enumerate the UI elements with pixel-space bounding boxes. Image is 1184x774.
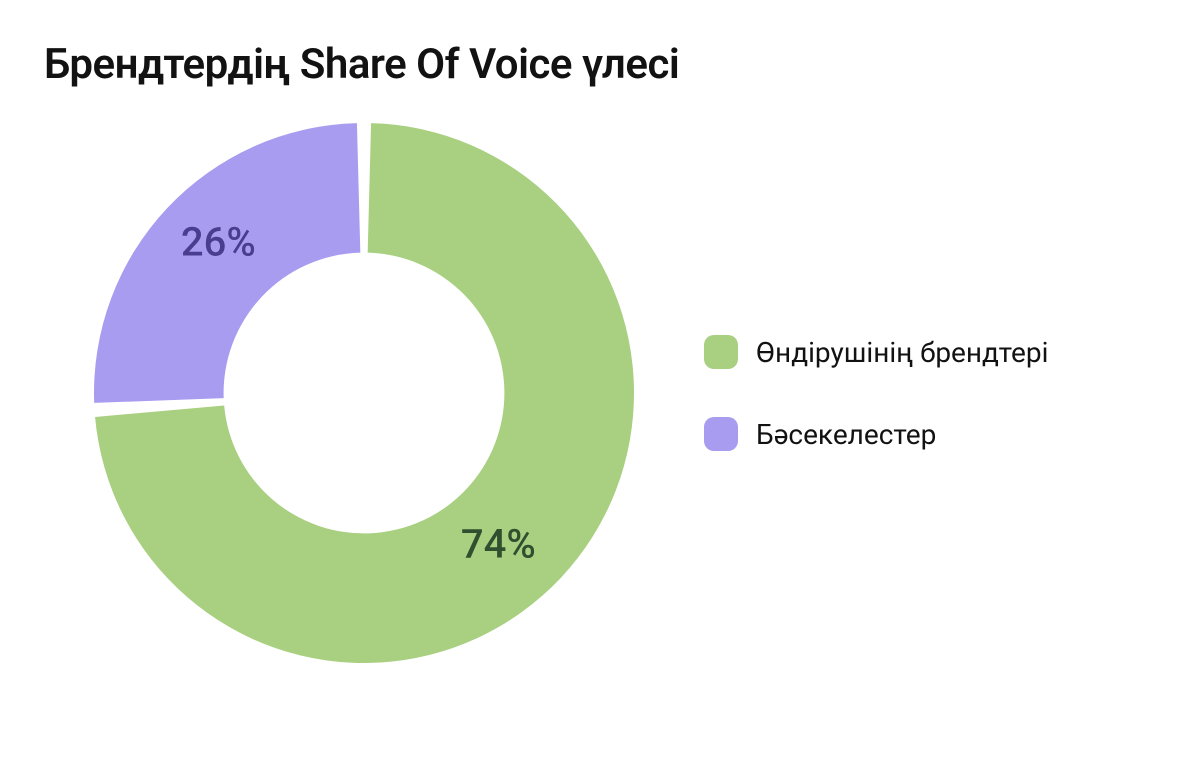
pct-label-manufacturer: 74% <box>461 521 536 568</box>
donut-svg <box>84 113 644 673</box>
pct-label-competitors: 26% <box>181 218 256 265</box>
chart-title: Брендтердің Share Of Voice үлесі <box>44 40 1140 89</box>
legend-label-manufacturer: Өндірушінің брендтері <box>756 336 1048 369</box>
chart-row: 74% 26% Өндірушінің брендтері Бәсекелестер <box>44 113 1140 673</box>
legend-item-competitors: Бәсекелестер <box>704 417 1048 451</box>
legend-swatch-manufacturer <box>704 335 738 369</box>
legend: Өндірушінің брендтері Бәсекелестер <box>704 335 1048 451</box>
legend-swatch-competitors <box>704 417 738 451</box>
legend-label-competitors: Бәсекелестер <box>756 418 936 451</box>
legend-item-manufacturer: Өндірушінің брендтері <box>704 335 1048 369</box>
donut-chart: 74% 26% <box>84 113 644 673</box>
